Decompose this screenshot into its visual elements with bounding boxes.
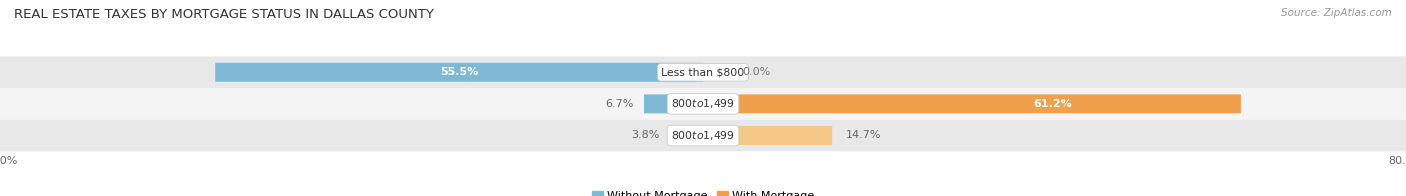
Text: 55.5%: 55.5%: [440, 67, 478, 77]
Text: 0.0%: 0.0%: [742, 67, 770, 77]
Text: $800 to $1,499: $800 to $1,499: [671, 97, 735, 110]
FancyBboxPatch shape: [0, 88, 1406, 120]
Legend: Without Mortgage, With Mortgage: Without Mortgage, With Mortgage: [592, 191, 814, 196]
FancyBboxPatch shape: [215, 63, 703, 82]
FancyBboxPatch shape: [0, 56, 1406, 88]
Text: 6.7%: 6.7%: [605, 99, 634, 109]
FancyBboxPatch shape: [644, 94, 703, 113]
FancyBboxPatch shape: [0, 120, 1406, 151]
Text: 61.2%: 61.2%: [1033, 99, 1071, 109]
Text: 14.7%: 14.7%: [845, 131, 880, 141]
Text: 3.8%: 3.8%: [631, 131, 659, 141]
FancyBboxPatch shape: [703, 94, 1241, 113]
Text: Less than $800: Less than $800: [661, 67, 745, 77]
Text: Source: ZipAtlas.com: Source: ZipAtlas.com: [1281, 8, 1392, 18]
Text: REAL ESTATE TAXES BY MORTGAGE STATUS IN DALLAS COUNTY: REAL ESTATE TAXES BY MORTGAGE STATUS IN …: [14, 8, 434, 21]
FancyBboxPatch shape: [703, 126, 832, 145]
FancyBboxPatch shape: [669, 126, 703, 145]
Text: $800 to $1,499: $800 to $1,499: [671, 129, 735, 142]
